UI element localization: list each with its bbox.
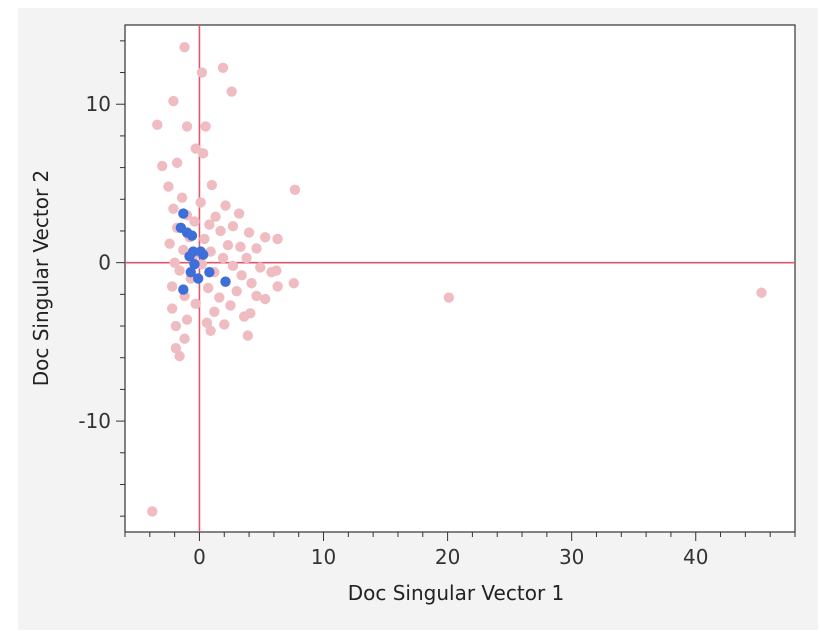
data-point [174,350,185,362]
data-point [190,143,201,154]
x-axis-title: Doc Singular Vector 1 [348,581,565,605]
y-axis-title: Doc Singular Vector 2 [29,170,53,387]
data-point [226,86,237,97]
data-point [288,278,299,289]
data-point [152,119,163,131]
data-point [168,203,179,214]
data-point [289,184,301,195]
highlighted-point [185,266,196,278]
x-axis: 0 10 20 30 40 [124,532,796,569]
data-point [190,298,201,310]
data-point [176,192,188,203]
y-tick-label: 10 [86,92,111,116]
data-point [200,121,211,132]
data-point [181,314,193,325]
data-point [166,303,178,314]
data-point [217,62,229,73]
data-point [166,281,178,292]
y-tick-label: -10 [78,409,111,433]
data-point [179,333,190,344]
data-point [174,265,185,276]
data-point [163,181,174,192]
highlighted-point [186,230,198,241]
highlighted-point [178,208,189,219]
data-point [255,262,266,273]
data-point [209,306,220,317]
data-point [242,330,254,341]
x-tick-label: 10 [311,545,336,569]
scatter-chart: 0 10 20 30 40 -10 0 10 Doc Singular Vector 1 D… [29,24,796,605]
data-point [214,292,225,303]
data-point [168,95,179,107]
x-tick-label: 0 [193,545,206,569]
highlighted-point [220,276,231,287]
data-point [217,252,229,264]
data-point [227,260,239,272]
data-point [272,281,283,292]
highlighted-point [204,266,215,278]
data-point [206,179,218,191]
data-point [196,67,208,78]
highlighted-point [189,259,200,270]
data-point [220,200,231,211]
data-point [201,317,213,329]
data-point [195,197,206,208]
highlighted-point [184,251,195,262]
data-point [236,270,247,281]
data-point [756,287,767,298]
data-point [170,343,182,354]
data-point [202,282,214,294]
data-point [245,308,256,319]
chart-frame: 0 10 20 30 40 -10 0 10 Doc Singular Vector 1 D… [18,8,818,630]
data-point [231,285,242,297]
data-point [243,227,255,238]
data-point [204,219,215,230]
data-point [271,265,282,276]
data-point [235,241,246,253]
data-point [181,121,193,132]
data-point [179,41,190,53]
data-point [215,225,226,237]
data-point [197,148,209,159]
data-point [157,160,168,172]
data-point [169,257,180,268]
data-point [251,290,262,302]
data-point [170,320,182,332]
data-points [147,41,767,517]
data-point [171,157,183,169]
highlighted-point [197,249,209,260]
data-point [225,300,236,311]
highlighted-point [178,284,189,295]
data-point [222,240,234,251]
data-point [241,252,252,264]
x-tick-label: 20 [435,545,460,569]
y-tick-label: 0 [98,251,111,275]
data-point [227,221,239,232]
x-tick-label: 30 [559,545,584,569]
data-point [205,325,216,336]
data-point [219,319,230,330]
data-point [260,232,271,243]
data-point [210,211,221,222]
data-point [147,506,158,517]
data-point [189,216,200,227]
data-point [199,233,210,245]
plot-area [124,24,796,533]
data-point [272,233,283,245]
data-point [233,208,245,219]
data-point [443,292,455,303]
data-point [251,243,262,254]
x-tick-label: 40 [683,545,708,569]
data-point [196,259,208,270]
highlighted-point [193,273,204,284]
data-point [164,238,175,249]
y-axis: -10 0 10 [78,40,125,517]
data-point [260,293,271,305]
data-point [246,278,257,289]
